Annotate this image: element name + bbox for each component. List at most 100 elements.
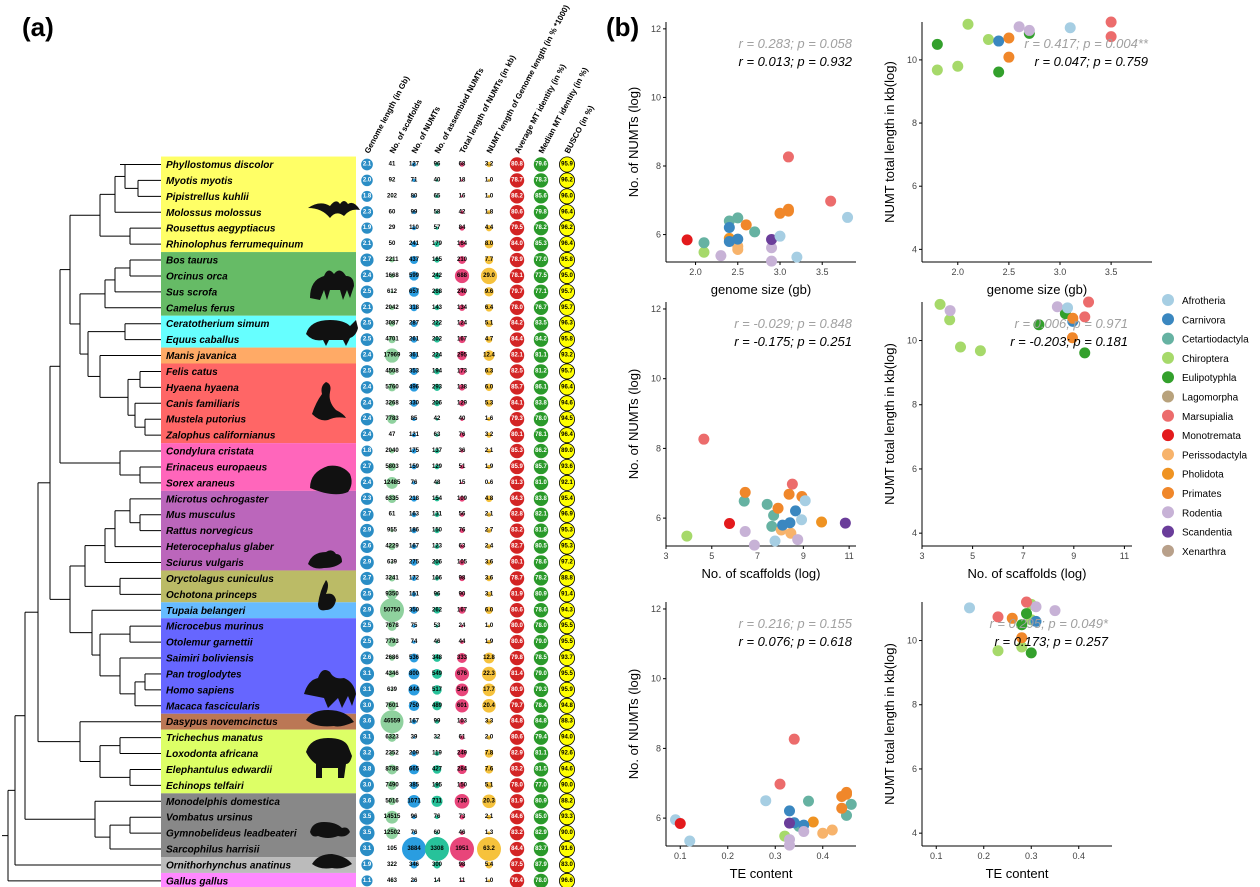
cell-mark	[559, 458, 576, 475]
cell-value: 41	[389, 162, 396, 168]
cell-value: 2.6	[363, 655, 372, 661]
cell-value: 95.5	[561, 623, 573, 629]
point	[1066, 332, 1078, 344]
cell-value: 93.7	[561, 655, 573, 661]
cell-value: 20.3	[483, 798, 495, 804]
cell-value: 1.8	[363, 193, 372, 199]
point	[845, 798, 857, 810]
cell-mark	[411, 464, 417, 470]
species-label: Sus scrofa	[166, 287, 218, 298]
column-header: Median MT identity (in %)	[537, 66, 590, 155]
cell-value: 17.7	[483, 687, 495, 693]
cell-value: 293	[432, 384, 443, 390]
cell-mark	[380, 710, 404, 734]
cell-mark	[432, 701, 442, 711]
cell-value: 688	[457, 273, 468, 279]
cell-mark	[361, 158, 373, 171]
cell-mark	[533, 746, 549, 761]
marsupial-silhouette	[310, 822, 350, 838]
column-header: Genome length (in Gb)	[363, 74, 412, 155]
cell-mark	[485, 399, 493, 407]
cell-mark	[360, 285, 374, 299]
x-tick-label: 7	[755, 551, 760, 561]
cell-mark	[435, 481, 439, 485]
cell-mark	[425, 837, 449, 862]
cell-value: 8788	[385, 766, 399, 772]
cell-value: 86.1	[535, 384, 547, 390]
cell-mark	[486, 448, 492, 454]
x-axis-label: TE content	[730, 866, 793, 881]
cell-value: 78.0	[511, 305, 523, 311]
cell-value: 84.1	[511, 400, 523, 406]
cell-value: 121	[409, 432, 420, 438]
species-label: Microtus ochrogaster	[166, 494, 269, 505]
cell-value: 8.0	[485, 241, 494, 247]
x-tick-label: 0.3	[769, 851, 782, 861]
cell-mark	[360, 523, 374, 538]
cell-value: 1.6	[485, 416, 494, 422]
cell-mark	[533, 236, 549, 252]
cell-mark	[533, 475, 549, 491]
x-axis-label: genome size (gb)	[987, 282, 1087, 297]
cell-mark	[485, 383, 493, 392]
cell-mark	[509, 714, 525, 729]
cell-value: 1.0	[485, 177, 494, 183]
cell-mark	[533, 666, 549, 682]
cell-mark	[434, 368, 440, 375]
legend-swatch	[1162, 467, 1174, 480]
cell-mark	[359, 809, 375, 825]
cell-value: 167	[409, 719, 420, 725]
cell-mark	[410, 320, 418, 327]
cell-value: 209	[409, 751, 420, 757]
cell-value: 2211	[385, 257, 399, 263]
cell-value: 77.1	[535, 289, 547, 295]
point	[766, 242, 778, 254]
species-label: Heterocephalus glaber	[166, 542, 275, 553]
cell-mark	[459, 718, 465, 725]
cell-mark	[360, 269, 374, 283]
point	[982, 34, 994, 46]
cell-mark	[388, 670, 396, 678]
cell-mark	[458, 240, 466, 248]
band-monotremata	[161, 857, 356, 873]
cell-mark	[411, 528, 417, 534]
cell-value: 7.7	[485, 257, 494, 263]
y-axis-label: NUMT total length in kb(log)	[882, 61, 897, 223]
cell-value: 131	[432, 512, 443, 518]
cell-value: 89.0	[561, 448, 573, 454]
cell-value: 78.7	[511, 177, 523, 183]
cell-value: 2.5	[363, 591, 372, 597]
cell-value: 48	[434, 480, 441, 486]
cell-value: 549	[457, 687, 468, 693]
y-tick-label: 10	[907, 636, 917, 646]
point	[816, 516, 828, 528]
cell-mark	[434, 257, 440, 263]
cell-mark	[486, 640, 492, 645]
point	[774, 778, 786, 790]
y-tick-label: 4	[912, 244, 917, 254]
cell-mark	[509, 300, 525, 315]
point	[732, 244, 744, 256]
cell-value: 517	[432, 687, 443, 693]
cell-value: 22.3	[483, 671, 495, 677]
cell-mark	[559, 172, 576, 189]
point	[739, 525, 751, 537]
cell-value: 78.7	[511, 575, 523, 581]
species-label: Rhinolophus ferrumequinum	[166, 240, 303, 251]
y-axis-label: NUMT total length in kb(log)	[882, 343, 897, 505]
cell-value: 1.0	[485, 623, 494, 629]
cell-mark	[387, 780, 397, 790]
cell-value: 79.5	[511, 225, 523, 231]
cell-value: 164	[457, 241, 468, 247]
cell-mark	[533, 459, 549, 475]
cell-value: 333	[457, 655, 468, 661]
cell-mark	[408, 668, 420, 680]
cell-value: 57	[434, 225, 441, 231]
cell-mark	[559, 634, 576, 651]
cell-mark	[485, 225, 493, 232]
point	[1062, 302, 1074, 314]
cell-value: 93.2	[561, 353, 573, 359]
legend: Afrotheria Carnivora Cetartiodactyla Chirop…	[1162, 294, 1249, 558]
cell-mark	[457, 749, 467, 758]
cell-mark	[433, 272, 441, 280]
